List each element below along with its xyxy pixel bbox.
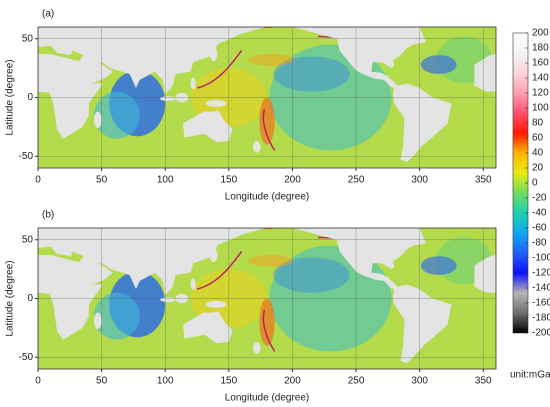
colorbar-tick-label: -120	[532, 268, 550, 279]
y-axis-label: Latitude (degree)	[5, 59, 16, 135]
y-tick-label: 50	[22, 33, 34, 44]
x-tick-label: 200	[284, 376, 301, 387]
map-panel	[38, 27, 496, 168]
x-tick-label: 50	[96, 175, 108, 186]
x-tick-label: 150	[220, 175, 237, 186]
panel-label: (b)	[42, 210, 54, 221]
colorbar-tick-label: 120	[532, 88, 549, 99]
colorbar-tick-label: 140	[532, 73, 549, 84]
map-panel	[38, 228, 496, 369]
colorbar-tick-label: -180	[532, 313, 550, 324]
colorbar-unit: unit:mGal	[510, 370, 550, 381]
colorbar-tick-label: -20	[532, 193, 547, 204]
y-tick-label: 50	[22, 234, 34, 245]
x-tick-label: 0	[35, 376, 41, 387]
x-tick-label: 100	[157, 175, 174, 186]
x-tick-label: 50	[96, 376, 108, 387]
colorbar-tick-label: 40	[532, 148, 544, 159]
y-tick-label: 0	[27, 293, 33, 304]
colorbar-tick-label: 180	[532, 43, 549, 54]
colorbar-tick-label: 100	[532, 103, 549, 114]
colorbar-tick-label: 160	[532, 58, 549, 69]
x-tick-label: 300	[411, 376, 428, 387]
colorbar-tick-label: -100	[532, 253, 550, 264]
x-tick-label: 200	[284, 175, 301, 186]
x-tick-label: 300	[411, 175, 428, 186]
colorbar-tick-label: 60	[532, 133, 544, 144]
y-tick-label: -50	[19, 352, 34, 363]
x-axis-label: Longitude (degree)	[225, 393, 310, 404]
y-tick-label: -50	[19, 151, 34, 162]
x-tick-label: 100	[157, 376, 174, 387]
colorbar-tick-label: 20	[532, 163, 544, 174]
colorbar-tick-label: -60	[532, 223, 547, 234]
panel-label: (a)	[42, 9, 54, 20]
colorbar-tick-label: -140	[532, 283, 550, 294]
x-axis-label: Longitude (degree)	[225, 192, 310, 203]
colorbar-tick-label: 200	[532, 28, 549, 39]
colorbar-tick-label: -200	[532, 328, 550, 339]
x-tick-label: 150	[220, 376, 237, 387]
colorbar-tick-label: 80	[532, 118, 544, 129]
colorbar-tick-label: -40	[532, 208, 547, 219]
x-tick-label: 250	[348, 376, 365, 387]
x-tick-label: 350	[475, 175, 492, 186]
colorbar-tick-label: 0	[532, 178, 538, 189]
colorbar-tick-label: -80	[532, 238, 547, 249]
x-tick-label: 0	[35, 175, 41, 186]
y-tick-label: 0	[27, 92, 33, 103]
x-tick-label: 350	[475, 376, 492, 387]
y-axis-label: Latitude (degree)	[5, 260, 16, 336]
colorbar-tick-label: -160	[532, 298, 550, 309]
x-tick-label: 250	[348, 175, 365, 186]
